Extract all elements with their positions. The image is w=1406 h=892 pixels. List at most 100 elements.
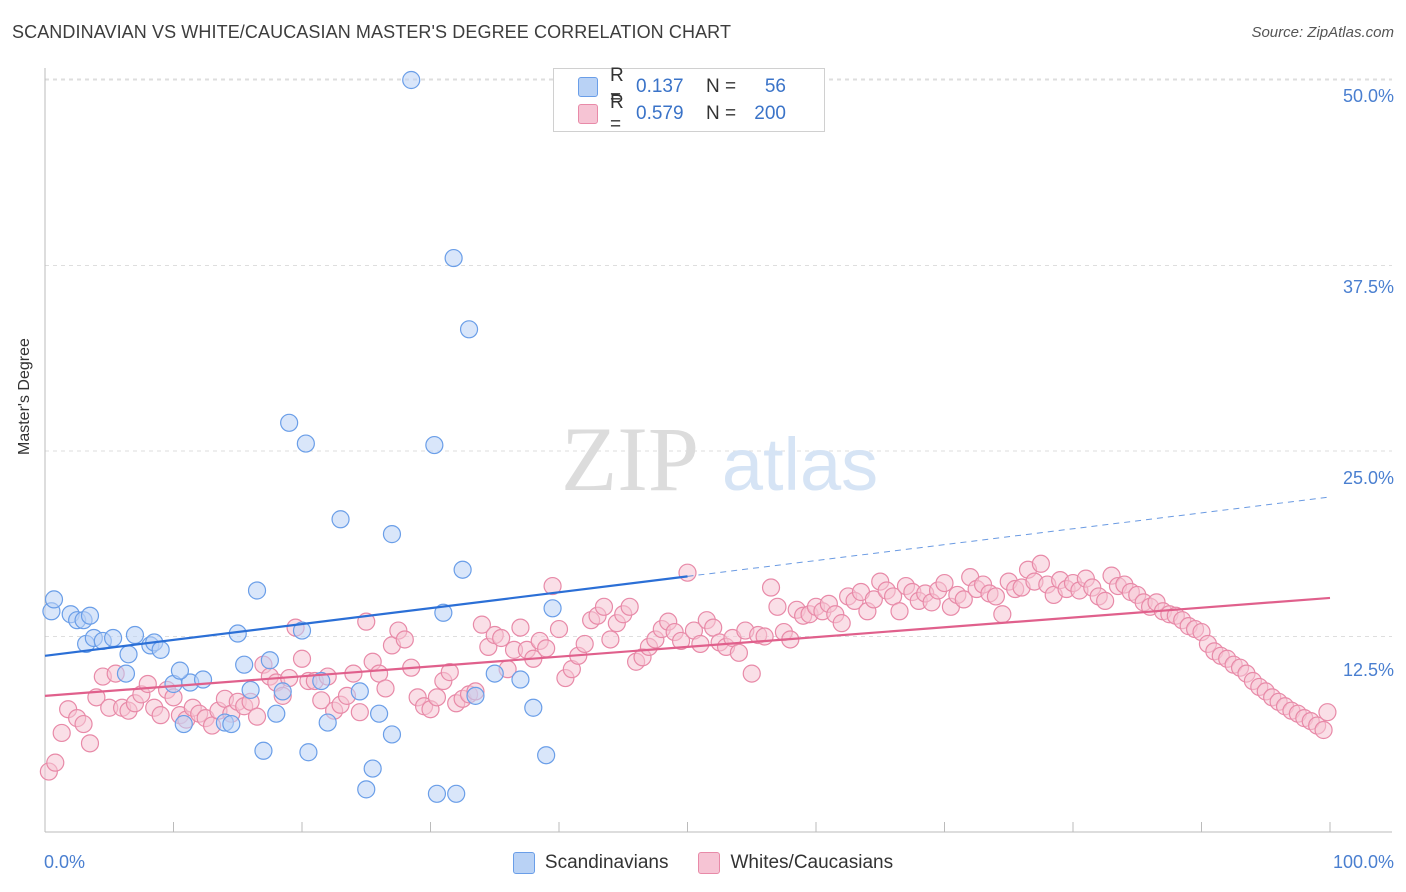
legend-n-value: 56 [764, 76, 786, 97]
whites-caucasians-point [80, 734, 100, 753]
legend-n-value: 200 [754, 103, 786, 124]
chart-title: SCANDINAVIAN VS WHITE/CAUCASIAN MASTER'S… [12, 22, 732, 42]
y-tick-50: 50.0% [1342, 86, 1394, 106]
y-tick-37-5: 37.5% [1342, 277, 1394, 297]
y-tick-25: 25.0% [1342, 468, 1394, 488]
legend-swatch-blue [512, 852, 535, 874]
whites-caucasians-point [620, 597, 639, 616]
scandinavians-point [235, 655, 254, 674]
x-tick-0: 0.0% [44, 852, 86, 872]
whites-caucasians-point [729, 643, 749, 662]
scandinavians-point [382, 525, 402, 544]
scandinavians-point [299, 743, 318, 762]
scandinavians-point [537, 746, 556, 765]
scandinavians-point [318, 713, 337, 732]
scandinavians-point [524, 698, 543, 717]
scandinavians-point [296, 434, 315, 453]
scandinavians-point [453, 560, 472, 579]
whites-caucasians-point [46, 753, 65, 772]
scandinavians-point [174, 714, 193, 734]
legend-n-label: N = [706, 103, 737, 124]
x-tick-100: 100.0% [1332, 852, 1394, 872]
scandinavians-point [292, 621, 312, 640]
legend-item-whites-caucasians[interactable]: Whites/Caucasians [698, 852, 893, 874]
watermark: ZIP atlas [561, 408, 878, 510]
whites-caucasians-point [472, 615, 491, 634]
whites-caucasians-point [543, 576, 562, 596]
whites-caucasians-point [52, 723, 71, 743]
whites-caucasians-point [986, 587, 1006, 606]
legend-row-whites: R = 0.579 N = 200 [578, 92, 786, 135]
scandinavians-point [80, 606, 100, 625]
whites-caucasians-point [671, 631, 691, 651]
scandinavians-point [247, 581, 267, 600]
legend-r-value: 0.137 [636, 76, 684, 97]
scandinavians-point [370, 704, 389, 723]
whites-caucasians-point [350, 703, 369, 722]
whites-caucasians-point [601, 630, 620, 649]
whites-caucasians-point [511, 618, 530, 637]
source-credit: Source: ZipAtlas.com [1251, 24, 1394, 41]
whites-caucasians-point [427, 688, 447, 707]
legend-swatch-pink [698, 852, 721, 874]
whites-caucasians-point [247, 707, 267, 726]
legend-row-scandinavians: R = 0.137 N = 56 [578, 65, 786, 108]
whites-caucasians-point [292, 649, 312, 668]
scandinavians-trend-extension [687, 496, 1331, 577]
whites-caucasians-point [935, 573, 954, 593]
scandinavians-point [193, 670, 213, 689]
whites-caucasians-point [1031, 554, 1050, 573]
scandinavians-point [466, 686, 485, 705]
scandinavians-point [427, 784, 447, 803]
whites-caucasians-point [138, 674, 157, 694]
scandinavians-point [425, 435, 444, 455]
legend-label-scandinavians: Scandinavians [544, 852, 669, 873]
scandinavians-point [485, 664, 504, 683]
scandinavians-point [350, 682, 369, 701]
scandinavians-point [116, 664, 136, 683]
grid-lines [45, 78, 1392, 637]
scandinavians-point [382, 725, 402, 744]
legend-label-whites-caucasians: Whites/Caucasians [730, 852, 894, 873]
whites-caucasians-points [39, 554, 1337, 781]
whites-caucasians-point [954, 590, 973, 609]
scandinavians-point [267, 704, 286, 723]
whites-caucasians-point [864, 590, 883, 609]
legend-swatch-pink [578, 104, 598, 124]
scandinavians-point [254, 741, 273, 760]
whites-caucasians-point [594, 597, 614, 616]
scandinavians-point [402, 70, 421, 90]
whites-caucasians-point [440, 663, 459, 682]
whites-caucasians-point [742, 664, 761, 683]
whites-caucasians-point [376, 679, 395, 698]
scandinavians-point [260, 651, 279, 670]
whites-caucasians-point [575, 634, 594, 654]
scandinavians-point [280, 413, 299, 432]
whites-caucasians-point [993, 605, 1012, 624]
scandinavians-point [119, 645, 138, 664]
scandinavians-point [273, 682, 292, 701]
scandinavians-point [241, 680, 260, 700]
series-legend: Scandinavians Whites/Caucasians [0, 852, 1406, 874]
scandinavians-point [170, 661, 190, 680]
scandinavians-point [222, 714, 241, 734]
scandinavians-point [511, 670, 530, 689]
scandinavians-point [44, 590, 64, 609]
whites-caucasians-point [549, 619, 569, 639]
legend-item-scandinavians[interactable]: Scandinavians [512, 852, 669, 874]
scandinavians-points [42, 70, 562, 803]
legend-r-value: 0.579 [636, 103, 684, 124]
watermark-atlas: atlas [722, 423, 878, 506]
legend-n-label: N = [706, 76, 737, 97]
whites-caucasians-point [890, 602, 909, 621]
scandinavians-point [104, 628, 123, 648]
whites-caucasians-point [1096, 591, 1115, 610]
whites-caucasians-trend-line [44, 596, 1331, 697]
whites-caucasians-point [395, 630, 414, 649]
scandinavians-point [543, 599, 562, 618]
whites-caucasians-point [151, 706, 170, 725]
legend-r-label: R = [610, 65, 624, 108]
legend-swatch-blue [578, 77, 598, 97]
whites-caucasians-point [832, 614, 851, 633]
